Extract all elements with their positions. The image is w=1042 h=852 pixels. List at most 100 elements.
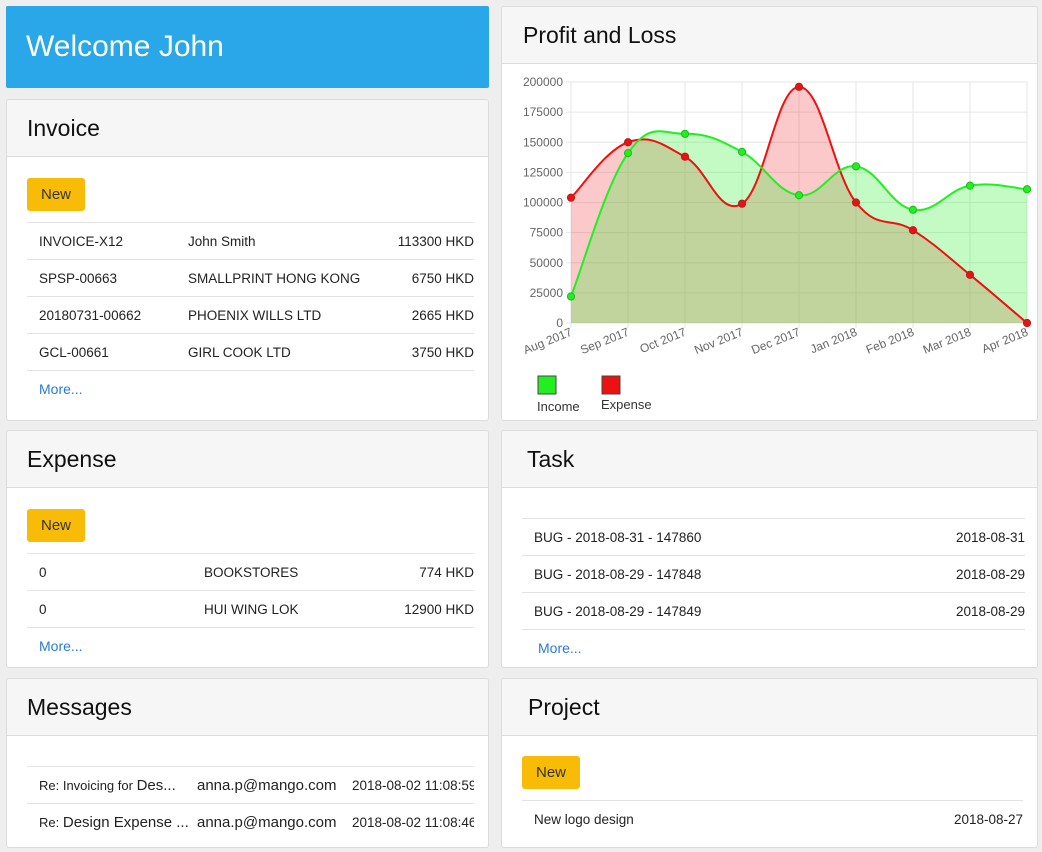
income-point	[737, 147, 747, 156]
invoice-panel: Invoice New INVOICE-X12 John Smith 11330…	[6, 99, 489, 421]
profit-loss-panel: Profit and Loss 0 25000 50000 75000 100000 12…	[501, 6, 1038, 421]
expense-vendor: BOOKSTORES	[204, 564, 299, 580]
y-tick-label: 175000	[523, 105, 563, 119]
expense-point	[965, 270, 975, 279]
invoice-number: GCL-00661	[39, 344, 109, 360]
income-point	[794, 191, 804, 200]
y-tick-label: 75000	[530, 226, 564, 240]
expense-legend-swatch	[601, 375, 621, 395]
income-point	[965, 181, 975, 190]
x-tick-label: Oct 2017	[638, 325, 689, 356]
income-legend-label: Income	[537, 399, 580, 414]
income-point	[908, 205, 918, 214]
invoice-number: INVOICE-X12	[39, 233, 124, 249]
task-more-link[interactable]: More...	[538, 640, 582, 656]
messages-title: Messages	[7, 679, 488, 736]
table-row[interactable]: 20180731-00662 PHOENIX WILLS LTD 2665 HK…	[27, 296, 474, 333]
invoice-amount: 6750 HKD	[411, 270, 474, 286]
expense-more-link[interactable]: More...	[39, 638, 83, 654]
table-row[interactable]: BUG - 2018-08-29 - 147848 2018-08-29	[522, 555, 1025, 592]
expense-point	[1022, 318, 1032, 328]
table-row[interactable]: BUG - 2018-08-31 - 147860 2018-08-31	[522, 518, 1025, 555]
invoice-title: Invoice	[7, 100, 488, 157]
expense-point	[680, 152, 690, 161]
expense-amount: 774 HKD	[419, 564, 474, 580]
income-legend-swatch	[537, 375, 557, 395]
task-title: Task	[502, 431, 1037, 488]
income-point	[851, 162, 861, 171]
table-row[interactable]: Re: Design Expense ... anna.p@mango.com …	[27, 803, 474, 840]
expense-number: 0	[39, 564, 47, 580]
x-tick-label: Feb 2018	[864, 325, 917, 357]
table-row[interactable]: GCL-00661 GIRL COOK LTD 3750 HKD	[27, 333, 474, 370]
table-row[interactable]: BUG - 2018-08-29 - 147849 2018-08-29	[522, 592, 1025, 629]
task-name: BUG - 2018-08-31 - 147860	[534, 529, 702, 545]
message-subject: Re: Design Expense ...	[39, 813, 189, 831]
income-point	[623, 148, 633, 158]
y-tick-label: 25000	[530, 286, 564, 300]
y-tick-label: 125000	[523, 165, 563, 179]
message-date: 2018-08-02 11:08:59	[352, 777, 474, 793]
y-tick-label: 200000	[523, 75, 563, 89]
task-date: 2018-08-29	[955, 603, 1025, 619]
x-tick-label: Dec 2017	[749, 325, 802, 357]
y-tick-label: 150000	[523, 135, 563, 149]
table-row[interactable]: 0 BOOKSTORES 774 HKD	[27, 553, 474, 590]
invoice-client: PHOENIX WILLS LTD	[188, 307, 322, 323]
project-date: 2018-08-27	[953, 811, 1023, 827]
expense-panel: Expense New 0 BOOKSTORES 774 HKD 0 HUI W…	[6, 430, 489, 668]
messages-panel: Messages Re: Invoicing for Des... anna.p…	[6, 678, 489, 848]
invoice-amount: 3750 HKD	[411, 344, 474, 360]
invoice-amount: 2665 HKD	[411, 307, 474, 323]
profit-loss-title: Profit and Loss	[502, 7, 1037, 64]
new-expense-button[interactable]: New	[27, 509, 85, 542]
table-row[interactable]: INVOICE-X12 John Smith 113300 HKD	[27, 222, 474, 259]
income-point	[566, 292, 576, 301]
profit-loss-chart: 0 25000 50000 75000 100000 125000 150000 175000…	[521, 75, 1032, 414]
expense-list: 0 BOOKSTORES 774 HKD 0 HUI WING LOK 1290…	[27, 553, 474, 664]
task-panel: Task BUG - 2018-08-31 - 147860 2018-08-3…	[501, 430, 1038, 668]
new-invoice-button[interactable]: New	[27, 178, 85, 211]
task-list: BUG - 2018-08-31 - 147860 2018-08-31 BUG…	[522, 518, 1025, 666]
y-tick-label: 0	[556, 316, 563, 330]
message-date: 2018-08-02 11:08:46	[352, 814, 474, 830]
table-row[interactable]: Re: Invoicing for Des... anna.p@mango.co…	[27, 766, 474, 803]
messages-list: Re: Invoicing for Des... anna.p@mango.co…	[27, 766, 474, 840]
invoice-number: 20180731-00662	[39, 307, 142, 323]
expense-point	[851, 198, 861, 207]
y-tick-label: 100000	[523, 196, 563, 210]
new-project-button[interactable]: New	[522, 756, 580, 789]
income-area	[571, 131, 1027, 323]
invoice-client: GIRL COOK LTD	[188, 344, 291, 360]
invoice-more-link[interactable]: More...	[39, 381, 83, 397]
table-row[interactable]: SPSP-00663 SMALLPRINT HONG KONG 6750 HKD	[27, 259, 474, 296]
task-name: BUG - 2018-08-29 - 147849	[534, 603, 702, 619]
expense-point	[794, 82, 804, 91]
table-row[interactable]: New logo design 2018-08-27	[522, 800, 1023, 837]
invoice-list: INVOICE-X12 John Smith 113300 HKD SPSP-0…	[27, 222, 474, 407]
task-name: BUG - 2018-08-29 - 147848	[534, 566, 702, 582]
income-point	[1022, 185, 1032, 194]
message-sender: anna.p@mango.com	[197, 776, 337, 794]
x-tick-label: Sep 2017	[578, 325, 631, 357]
message-sender: anna.p@mango.com	[197, 813, 337, 831]
table-row[interactable]: 0 HUI WING LOK 12900 HKD	[27, 590, 474, 627]
x-tick-label: Nov 2017	[692, 325, 745, 357]
invoice-amount: 113300 HKD	[397, 233, 474, 249]
x-tick-label: Apr 2018	[980, 325, 1031, 356]
x-tick-label: Aug 2017	[521, 325, 574, 357]
message-subject: Re: Invoicing for Des...	[39, 776, 176, 794]
x-tick-label: Jan 2018	[808, 325, 859, 357]
expense-number: 0	[39, 601, 47, 617]
expense-amount: 12900 HKD	[404, 601, 474, 617]
task-date: 2018-08-31	[955, 529, 1025, 545]
project-name: New logo design	[534, 811, 634, 827]
project-list: New logo design 2018-08-27	[522, 800, 1023, 837]
expense-point	[566, 193, 576, 202]
expense-legend-label: Expense	[601, 397, 652, 412]
project-panel: Project New New logo design 2018-08-27	[501, 678, 1038, 848]
expense-vendor: HUI WING LOK	[204, 601, 299, 617]
invoice-client: SMALLPRINT HONG KONG	[188, 270, 361, 286]
expense-point	[623, 138, 633, 147]
welcome-banner: Welcome John	[6, 6, 489, 88]
